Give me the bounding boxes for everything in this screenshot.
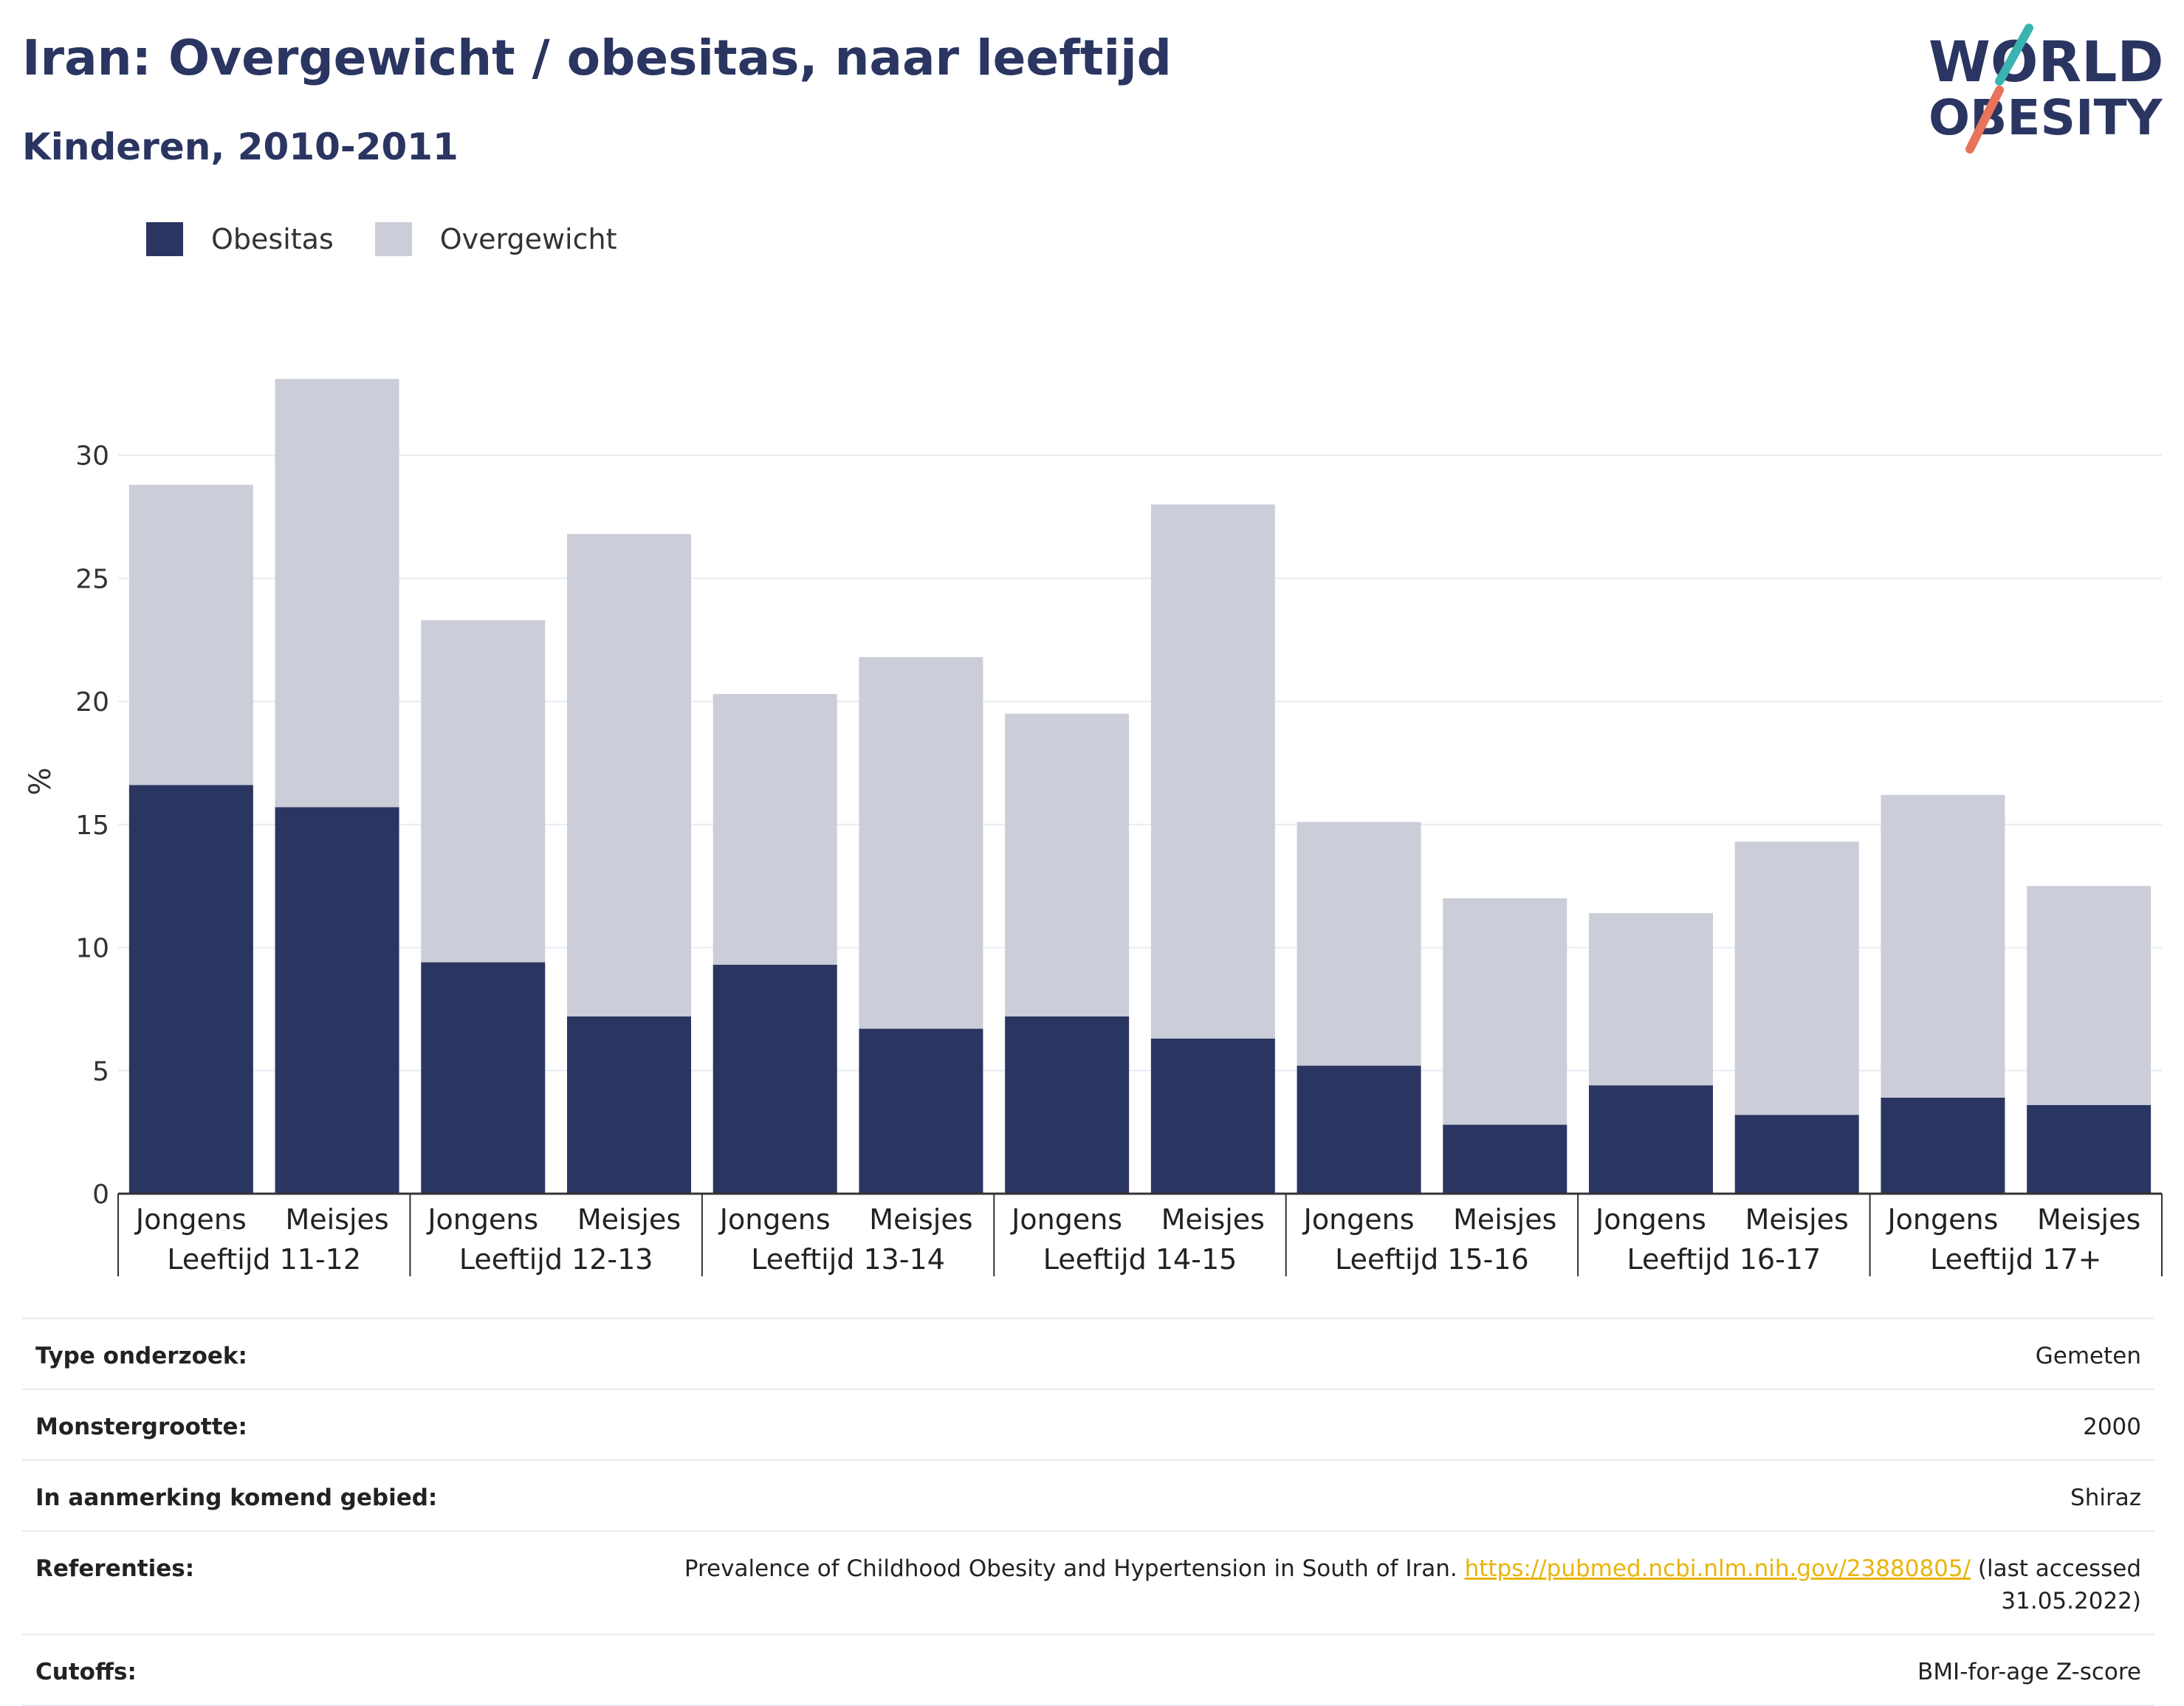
x-group-label: Leeftijd 16-17 [1627,1243,1821,1276]
bar-overweight [1150,504,1275,1039]
info-label-area: In aanmerking komend gebied: [35,1485,438,1511]
info-row-type: Type onderzoek: Gemeten [22,1319,2154,1390]
logo-slash-coral [1965,86,2004,154]
logo-line1: WORLD [1929,29,2163,94]
y-tick-label: 30 [75,441,109,472]
info-label-sample: Monstergrootte: [35,1414,247,1440]
bar-overweight [1443,898,1567,1125]
x-group-label: Leeftijd 15-16 [1335,1243,1529,1276]
bar-obesity [1005,1016,1130,1194]
bar-obesity [2027,1104,2152,1194]
x-tick-label: Meisjes [1161,1203,1265,1236]
legend-swatch-overweight [374,222,412,256]
x-tick-label: Jongens [718,1203,831,1236]
stacked-bar-chart: 0 5 10 15 20 25 30% Jongens Meisjes Leeftijd 11-1… [24,379,2163,1276]
info-value-references: Prevalence of Childhood Obesity and Hype… [665,1552,2141,1617]
reference-accessed: (last accessed 31.05.2022) [1977,1555,2141,1614]
page-subtitle: Kinderen, 2010-2011 [22,125,459,168]
reference-text: Prevalence of Childhood Obesity and Hype… [684,1555,1457,1582]
bar-overweight [2027,886,2152,1105]
x-group-label: Leeftijd 17+ [1930,1243,2101,1276]
x-tick-label: Jongens [1594,1203,1706,1236]
bar-obesity [712,964,837,1194]
x-tick-label: Jongens [1886,1203,1998,1236]
y-tick-label: 25 [75,564,109,594]
legend-swatch-obesity [146,222,183,256]
y-tick-label: 15 [75,811,109,841]
logo-line2: OBESITY [1929,89,2163,146]
bar-overweight [567,534,691,1017]
bar-obesity [421,962,546,1194]
x-group-label: Leeftijd 11-12 [167,1243,361,1276]
info-value-area: Shiraz [2070,1485,2141,1511]
info-value-type: Gemeten [2035,1343,2141,1369]
bar-obesity [1881,1097,2005,1194]
bar-overweight [1297,822,1421,1066]
bar-obesity [1589,1085,1713,1194]
bar-overweight [712,694,837,965]
bar-obesity [1150,1038,1275,1194]
bar-overweight [1589,912,1713,1086]
world-obesity-logo: WORLD OBESITY [1929,24,2163,154]
x-tick-label: Jongens [1010,1203,1122,1236]
x-group-label: Leeftijd 14-15 [1043,1243,1237,1276]
info-value-sample: 2000 [2083,1414,2141,1440]
bar-overweight [1005,713,1130,1017]
bar-overweight [275,379,399,808]
axes: 0 5 10 15 20 25 30% Jongens Meisjes Leeftijd 11-1… [24,441,2163,1276]
y-axis-title: % [24,767,58,795]
info-value-cutoffs: BMI-for-age Z-score [1917,1659,2141,1685]
x-tick-label: Meisjes [1745,1203,1849,1236]
bar-obesity [567,1016,691,1194]
info-row-area: In aanmerking komend gebied: Shiraz [22,1461,2154,1532]
legend-label-obesity: Obesitas [211,223,334,255]
x-group-label: Leeftijd 12-13 [459,1243,653,1276]
legend-item-obesity[interactable]: Obesitas [146,222,334,256]
y-tick-label: 20 [75,687,109,718]
logo-slash-teal [1995,24,2033,86]
x-group-label: Leeftijd 13-14 [751,1243,945,1276]
info-label-references: Referenties: [35,1555,195,1582]
reference-link[interactable]: https://pubmed.ncbi.nlm.nih.gov/23880805… [1464,1555,1971,1582]
bar-overweight [1881,794,2005,1098]
legend-item-overweight[interactable]: Overgewicht [374,222,617,256]
chart-legend: Obesitas Overgewicht [146,219,659,260]
info-row-cutoffs: Cutoffs: BMI-for-age Z-score [22,1635,2154,1706]
x-tick-label: Meisjes [2037,1203,2140,1236]
bars [128,379,2152,1194]
bar-obesity [859,1028,983,1194]
page-title: Iran: Overgewicht / obesitas, naar leeft… [22,30,1172,86]
bar-obesity [1297,1065,1421,1194]
info-row-sample: Monstergrootte: 2000 [22,1390,2154,1461]
study-info-table: Type onderzoek: Gemeten Monstergrootte: … [22,1318,2154,1706]
bar-obesity [275,807,399,1194]
y-tick-label: 10 [75,934,109,964]
info-row-references: Referenties: Prevalence of Childhood Obe… [22,1532,2154,1635]
bar-overweight [421,620,546,963]
info-label-cutoffs: Cutoffs: [35,1659,137,1685]
x-tick-label: Meisjes [1453,1203,1556,1236]
x-tick-label: Meisjes [577,1203,681,1236]
x-tick-label: Meisjes [285,1203,388,1236]
y-tick-label: 5 [92,1056,109,1087]
x-tick-label: Jongens [1302,1203,1415,1236]
x-tick-label: Meisjes [869,1203,972,1236]
bar-obesity [128,785,253,1194]
x-tick-label: Jongens [134,1203,247,1236]
info-label-type: Type onderzoek: [35,1343,247,1369]
y-tick-label: 0 [92,1180,109,1210]
bar-obesity [1443,1124,1567,1194]
legend-label-overweight: Overgewicht [439,223,617,255]
bar-overweight [859,657,983,1029]
bar-overweight [1734,842,1859,1115]
bar-overweight [128,484,253,785]
x-tick-label: Jongens [426,1203,538,1236]
bar-obesity [1734,1115,1859,1194]
